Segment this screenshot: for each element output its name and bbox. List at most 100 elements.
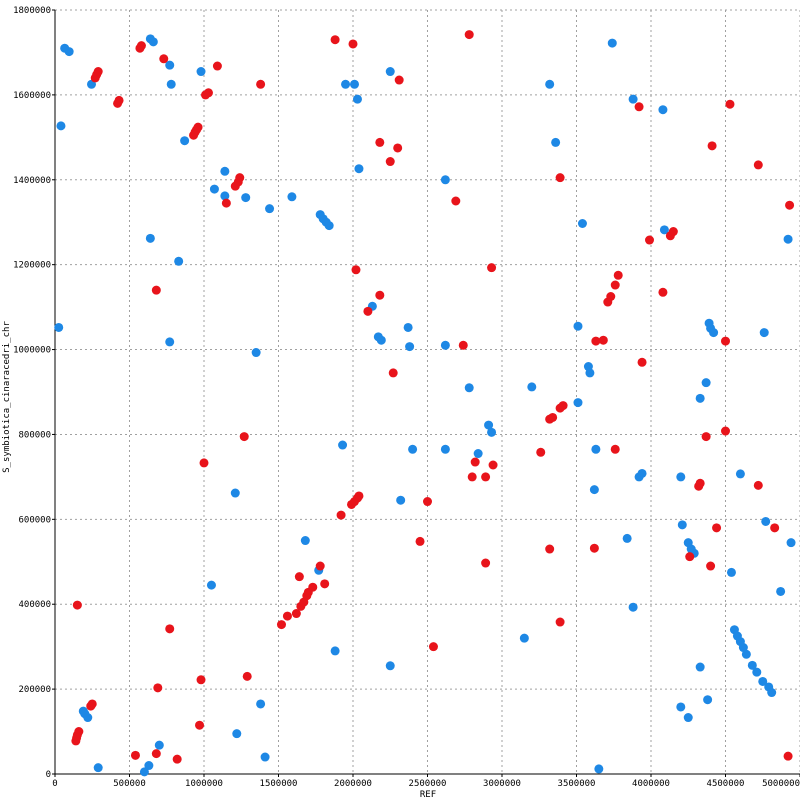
- data-point-red: [385, 157, 395, 167]
- data-point-red: [668, 227, 678, 237]
- data-point-red: [706, 561, 716, 571]
- data-point-blue: [767, 688, 777, 698]
- data-point-blue: [573, 321, 583, 331]
- data-point-blue: [324, 221, 334, 231]
- data-point-blue: [747, 660, 757, 670]
- data-point-red: [114, 95, 124, 105]
- data-point-blue: [385, 661, 395, 671]
- data-point-red: [165, 624, 175, 634]
- data-point-blue: [232, 729, 242, 739]
- tick-labels: 0 500000 1000000 1500000 2000000 2500000 30000…: [13, 6, 800, 789]
- data-point-red: [598, 335, 608, 345]
- data-point-blue: [338, 440, 348, 450]
- data-point-red: [481, 558, 491, 568]
- data-point-red: [159, 54, 169, 64]
- data-point-red: [770, 523, 780, 533]
- data-point-red: [294, 572, 304, 582]
- data-point-red: [753, 160, 763, 170]
- y-tick-label: 600000: [18, 515, 51, 525]
- data-point-blue: [300, 536, 310, 546]
- data-point-red: [423, 497, 432, 507]
- x-tick-label: 1000000: [185, 779, 223, 789]
- data-point-blue: [519, 633, 529, 643]
- y-tick-label: 1200000: [13, 261, 51, 271]
- data-point-red: [196, 675, 206, 685]
- data-point-red: [753, 480, 763, 490]
- data-point-red: [701, 432, 711, 442]
- data-point-red: [464, 30, 474, 40]
- data-point-red: [199, 458, 209, 468]
- x-tick-label: 4000000: [632, 779, 670, 789]
- data-point-blue: [658, 105, 668, 115]
- data-point-blue: [154, 740, 164, 750]
- data-point-red: [388, 368, 398, 378]
- data-point-blue: [349, 79, 359, 89]
- data-point-blue: [709, 328, 719, 338]
- data-point-blue: [330, 646, 340, 656]
- data-point-red: [172, 754, 182, 764]
- data-point-blue: [695, 662, 705, 672]
- data-point-blue: [139, 767, 149, 777]
- data-point-blue: [527, 382, 537, 392]
- x-tick-label: 3000000: [483, 779, 521, 789]
- data-point-red: [375, 290, 385, 300]
- data-point-red: [785, 200, 795, 210]
- data-point-red: [695, 478, 705, 488]
- data-point-red: [315, 561, 325, 571]
- data-point-blue: [735, 469, 745, 479]
- data-point-red: [783, 751, 793, 761]
- data-point-blue: [701, 378, 711, 388]
- data-point-blue: [741, 649, 751, 659]
- data-point-blue: [209, 184, 219, 194]
- data-point-blue: [165, 60, 175, 70]
- data-points: [54, 30, 796, 777]
- data-point-blue: [405, 342, 415, 352]
- data-point-red: [487, 263, 497, 273]
- data-point-blue: [56, 121, 66, 131]
- data-point-red: [725, 99, 735, 109]
- data-point-blue: [83, 713, 93, 723]
- data-point-blue: [145, 233, 155, 243]
- data-point-red: [308, 582, 318, 592]
- data-point-blue: [54, 322, 64, 332]
- data-point-red: [712, 523, 722, 533]
- y-tick-label: 200000: [18, 685, 51, 695]
- y-tick-label: 400000: [18, 600, 51, 610]
- x-tick-label: 5000000: [762, 779, 800, 789]
- data-point-blue: [166, 79, 176, 89]
- data-point-blue: [776, 586, 786, 596]
- data-point-blue: [352, 94, 362, 104]
- data-point-blue: [545, 79, 555, 89]
- data-point-red: [351, 265, 361, 275]
- data-point-blue: [230, 488, 240, 498]
- data-point-blue: [473, 449, 483, 459]
- data-point-blue: [487, 427, 497, 437]
- data-point-blue: [683, 713, 693, 723]
- data-point-blue: [440, 340, 450, 350]
- data-point-blue: [256, 699, 266, 709]
- data-point-red: [195, 720, 205, 730]
- data-point-blue: [589, 485, 599, 495]
- data-point-blue: [403, 322, 413, 332]
- data-point-red: [203, 88, 213, 98]
- data-point-blue: [628, 94, 638, 104]
- data-point-blue: [607, 38, 617, 48]
- x-axis-label: REF: [420, 790, 436, 800]
- data-point-red: [613, 270, 623, 280]
- data-point-blue: [440, 444, 450, 454]
- y-tick-label: 1800000: [13, 6, 51, 16]
- data-point-blue: [376, 335, 386, 345]
- data-point-red: [591, 336, 601, 346]
- data-point-red: [470, 457, 480, 467]
- data-point-red: [276, 620, 286, 630]
- data-point-blue: [676, 472, 686, 482]
- data-point-red: [256, 79, 266, 89]
- data-point-red: [348, 39, 358, 49]
- data-point-blue: [385, 67, 395, 77]
- data-point-blue: [726, 567, 736, 577]
- y-tick-label: 1600000: [13, 91, 51, 101]
- data-point-blue: [637, 468, 647, 478]
- x-tick-label: 0: [52, 779, 57, 789]
